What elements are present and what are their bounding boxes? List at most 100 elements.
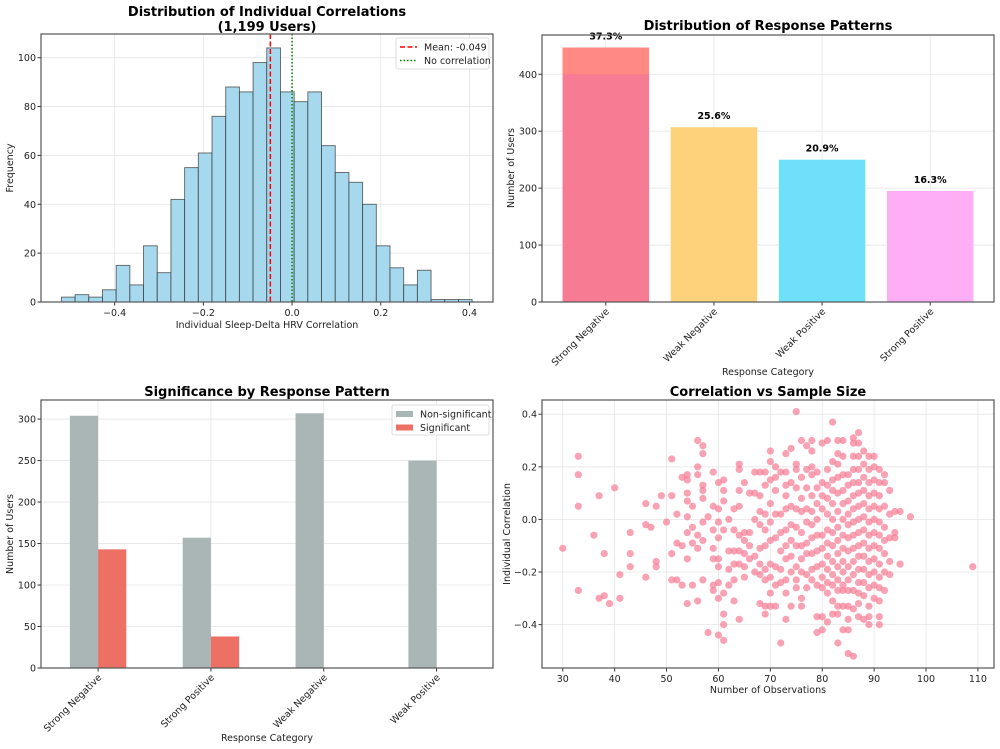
scatter-point <box>849 557 857 566</box>
scatter-point <box>735 502 743 510</box>
scatter-point <box>891 507 899 516</box>
histogram-bar <box>156 272 172 303</box>
significance-xlabel: Response Category <box>221 733 313 744</box>
scatter-point <box>709 555 717 563</box>
scatter-point <box>735 486 743 495</box>
histogram-bar <box>60 296 76 303</box>
scatter-point <box>652 502 660 510</box>
scatter-point <box>860 447 868 455</box>
significance-panel: Significance by Response Pattern Respons… <box>5 385 494 744</box>
scatter-point <box>849 465 857 474</box>
response-pattern-ytick-label: 300 <box>519 127 537 138</box>
scatter-point <box>777 547 785 555</box>
scatter-point <box>771 486 780 495</box>
scatter-point <box>875 531 883 539</box>
response-pattern-ytick-label: 0 <box>531 298 537 309</box>
scatter-point <box>834 639 842 647</box>
scatter-point <box>886 486 894 495</box>
scatter-point <box>782 526 790 534</box>
scatter-point <box>860 473 868 481</box>
scatter-point <box>823 618 832 626</box>
response-pattern-bar <box>886 190 974 302</box>
scatter-point <box>777 565 785 573</box>
scatter-point <box>839 568 847 576</box>
scatter-point <box>730 547 738 555</box>
scatter-point <box>704 628 712 637</box>
scatter-point <box>616 594 624 602</box>
scatter-point <box>803 539 811 547</box>
scatter-point <box>652 563 660 571</box>
scatter-point <box>782 542 790 550</box>
scatter-point <box>751 468 759 476</box>
response-pattern-xtick-label: Strong Positive <box>878 306 936 364</box>
scatter-point <box>782 450 790 458</box>
scatter-point <box>714 518 723 526</box>
scatter-xlabel: Number of Observations <box>710 685 826 696</box>
histogram-bar <box>321 145 336 303</box>
significance-legend: Non-significant Significant <box>391 404 492 436</box>
scatter-point <box>808 463 816 471</box>
scatter-point <box>694 471 702 479</box>
scatter-point <box>642 500 650 508</box>
scatter-point <box>854 439 863 447</box>
scatter-point <box>844 563 852 571</box>
scatter-point <box>787 568 795 576</box>
scatter-point <box>792 576 800 584</box>
scatter-point <box>642 573 650 581</box>
histogram-title-line2: (1,199 Users) <box>218 20 317 35</box>
scatter-point <box>751 552 759 560</box>
scatter-point <box>829 418 837 426</box>
significance-ytick-label: 50 <box>24 622 36 633</box>
scatter-point <box>844 576 852 584</box>
significance-xtick-label: Strong Positive <box>159 672 217 730</box>
scatter-point <box>803 484 811 492</box>
scatter-point <box>849 571 857 579</box>
scatter-point <box>844 510 852 518</box>
scatter-point <box>709 544 717 552</box>
scatter-point <box>823 589 832 597</box>
scatter-point <box>854 552 863 560</box>
scatter-point <box>792 523 800 531</box>
scatter-point <box>829 597 837 605</box>
scatter-point <box>880 471 889 479</box>
scatter-point <box>740 478 748 487</box>
scatter-point <box>709 468 717 476</box>
scatter-point <box>849 434 857 442</box>
scatter-point <box>714 534 723 542</box>
scatter-point <box>787 478 795 487</box>
scatter-point <box>787 602 795 610</box>
scatter-point <box>808 436 816 445</box>
scatter-point <box>792 460 800 468</box>
scatter-point <box>725 565 733 573</box>
response-pattern-ylabel: Number of Users <box>506 128 517 208</box>
histogram-legend: Mean: -0.049 No correlation <box>395 37 491 70</box>
scatter-point <box>875 478 883 487</box>
scatter-point <box>740 549 748 558</box>
histogram-bar <box>293 101 309 303</box>
scatter-point <box>823 494 832 502</box>
legend-box <box>395 37 490 70</box>
histogram-bar <box>416 269 432 303</box>
scatter-point <box>595 492 603 500</box>
histogram-bar <box>184 167 199 303</box>
scatter-point <box>834 576 842 584</box>
scatter-point <box>735 460 743 468</box>
scatter-xtick-label: 50 <box>660 674 672 685</box>
scatter-point <box>818 626 826 634</box>
scatter-point <box>694 544 702 552</box>
scatter-point <box>839 452 847 460</box>
scatter-point <box>906 513 915 521</box>
histogram-xtick-label: 0.0 <box>285 308 300 319</box>
scatter-point <box>823 565 832 573</box>
scatter-point <box>626 528 634 537</box>
scatter-point <box>834 549 842 558</box>
scatter-point <box>720 497 728 505</box>
scatter-point <box>720 486 728 495</box>
histogram-bar <box>348 181 364 303</box>
scatter-point <box>756 492 764 500</box>
scatter-point <box>730 526 738 534</box>
scatter-point <box>870 452 878 460</box>
scatter-point <box>735 465 743 474</box>
scatter-point <box>797 436 806 445</box>
scatter-point <box>766 518 774 526</box>
